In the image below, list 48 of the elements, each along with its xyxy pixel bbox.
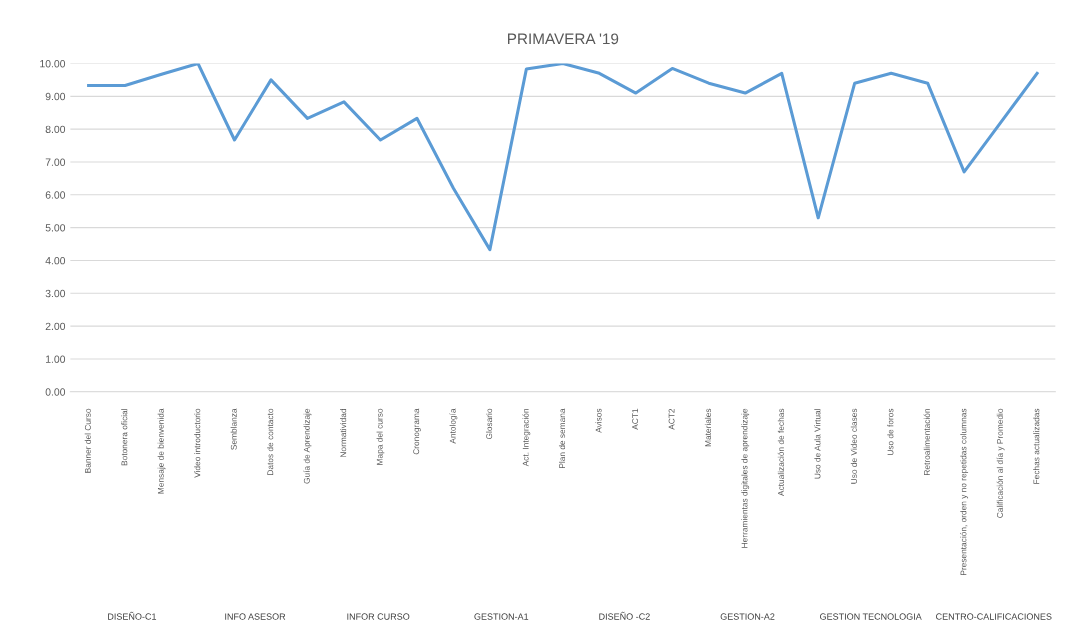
x-tick-label: Antología: [449, 408, 458, 444]
y-tick-label: 8.00: [45, 125, 66, 134]
x-tick-label: Retroalimentación: [923, 409, 930, 475]
x-tick-label: Normatividad: [340, 409, 347, 457]
text: INFO ASESOR: [225, 613, 286, 620]
x-tick-label: Actualización de fechas: [777, 408, 784, 496]
x-tick-label: Herramientas digitales de aprendizaje: [741, 408, 750, 548]
text: GESTION-A2: [720, 613, 775, 620]
x-tick-label: Video introductorio: [194, 408, 201, 478]
x-tick-label: Materiales: [704, 408, 712, 447]
y-tick-label: 3.00: [45, 289, 66, 298]
x-tick-label: Avisos: [595, 408, 602, 433]
x-tick-label: Glosario: [486, 408, 493, 440]
y-tick-label: 9.00: [45, 92, 66, 101]
line-series: [87, 63, 1039, 252]
text: GESTION TECNOLOGIA: [820, 613, 922, 620]
x-tick-label: Uso de Video clases: [850, 408, 857, 484]
x-tick-label: Mensaje de bienvenida: [157, 408, 166, 494]
y-tick-label: 2.00: [45, 322, 66, 331]
text: GESTION-A1: [474, 613, 529, 620]
x-tick-label: Banner del Curso: [84, 408, 91, 473]
x-tick-label: Botonera oficial: [121, 409, 128, 466]
x-tick-label: Plan de semana: [558, 408, 566, 468]
chart-title: PRIMAVERA '19: [508, 33, 619, 45]
y-tick-label: 1.00: [46, 355, 66, 363]
x-tick-label: ACT2: [668, 408, 675, 430]
x-tick-label: ACT1: [632, 408, 639, 430]
x-tick-label: Mapa del curso: [376, 408, 385, 465]
y-tick-label: 5.00: [45, 224, 66, 232]
text: DISEÑO -C2: [599, 611, 650, 620]
text: CENTRO-CALIFICACIONES: [936, 613, 1052, 620]
y-tick-label: 10.00: [40, 60, 66, 68]
x-tick-label: Guía de Aprendizaje: [303, 408, 312, 484]
x-tick-label: Datos de contacto: [267, 408, 274, 475]
y-tick-label: 7.00: [45, 158, 66, 166]
x-tick-label: Cronograma: [413, 408, 421, 455]
x-tick-label: Calificación al día y Promedio: [996, 408, 1005, 518]
y-tick-label: 6.00: [45, 191, 66, 199]
text: INFOR CURSO: [347, 613, 410, 620]
x-tick-label: Semblanza: [230, 408, 237, 450]
x-tick-label: Uso de foros: [887, 408, 894, 456]
x-tick-label: Uso de Aula Virtual: [814, 409, 821, 479]
x-tick-label: Presentación, orden y no repetidas columnas: [960, 408, 969, 575]
text: DISEÑO-C1: [108, 611, 157, 620]
y-tick-label: 0.00: [45, 388, 66, 396]
y-tick-label: 4.00: [45, 256, 66, 265]
x-tick-label: Fechas actualizadas: [1033, 408, 1040, 484]
x-tick-label: Act. Integración: [522, 409, 531, 467]
